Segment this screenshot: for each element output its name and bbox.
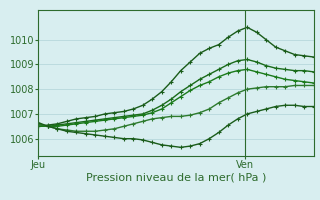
X-axis label: Pression niveau de la mer( hPa ): Pression niveau de la mer( hPa ) bbox=[86, 173, 266, 183]
